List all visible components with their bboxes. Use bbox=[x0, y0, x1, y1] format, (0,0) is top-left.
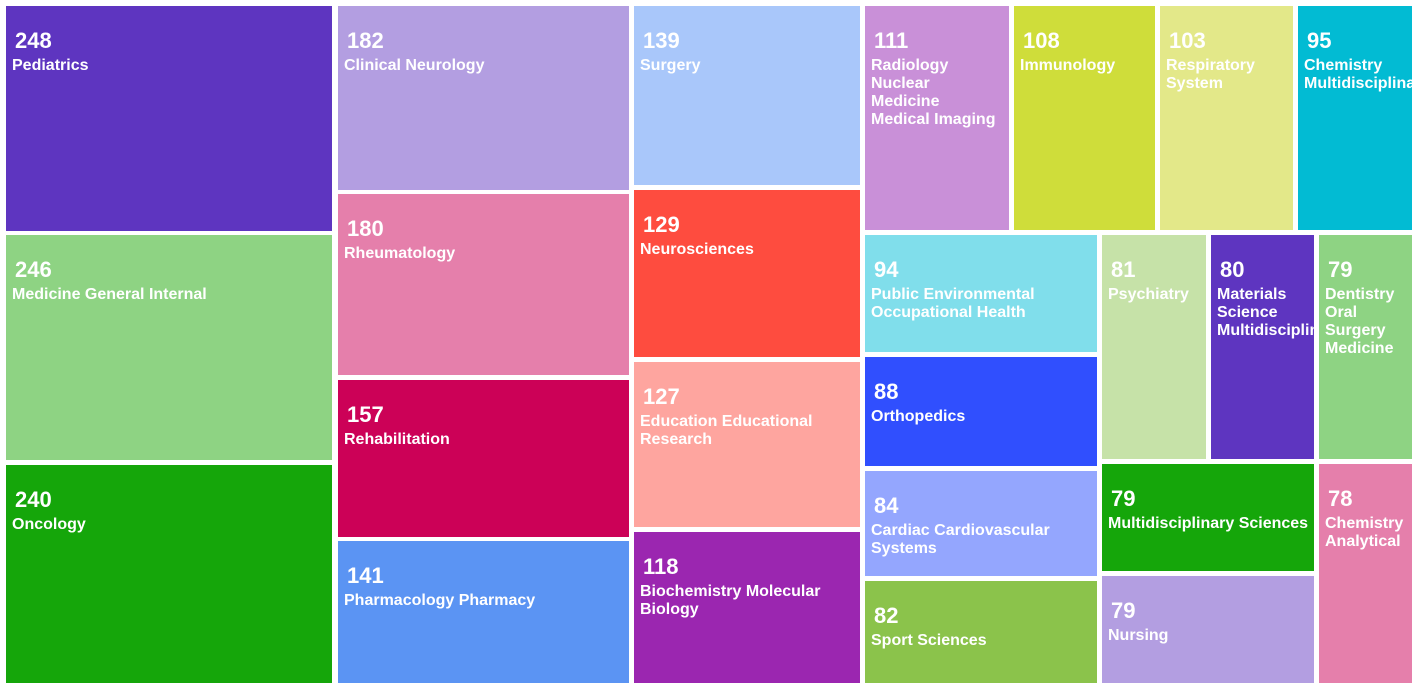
tile-label: Chemistry Multidisciplinary bbox=[1304, 57, 1412, 92]
tile-value: 103 bbox=[1169, 28, 1206, 53]
treemap-tile[interactable]: 81 Psychiatry bbox=[1102, 235, 1206, 459]
treemap-tile[interactable]: 141 Pharmacology Pharmacy bbox=[338, 541, 629, 683]
tile-value: 88 bbox=[874, 379, 899, 404]
tile-value: 80 bbox=[1220, 257, 1245, 282]
tile-label: Pharmacology Pharmacy bbox=[344, 592, 536, 609]
tile-label: Clinical Neurology bbox=[344, 57, 485, 74]
treemap-tile[interactable]: 79 Multidisciplinary Sciences bbox=[1102, 464, 1314, 571]
treemap-tile[interactable]: 80 Materials Science Multidisciplinary bbox=[1211, 235, 1314, 459]
treemap-tile[interactable]: 88 Orthopedics bbox=[865, 357, 1097, 466]
tile-label: Chemistry Analytical bbox=[1325, 515, 1404, 550]
tile-value: 111 bbox=[874, 28, 909, 53]
tile-label: Rheumatology bbox=[344, 245, 456, 262]
tile-value: 129 bbox=[643, 212, 680, 237]
tile-label: Multidisciplinary Sciences bbox=[1108, 515, 1309, 532]
tile-label: Neurosciences bbox=[640, 241, 754, 258]
tile-value: 127 bbox=[643, 384, 680, 409]
tile-value: 180 bbox=[347, 216, 384, 241]
tile-value: 95 bbox=[1307, 28, 1332, 53]
tile-value: 141 bbox=[347, 563, 384, 588]
tile-label: Medicine General Internal bbox=[12, 286, 207, 303]
tile-value: 81 bbox=[1111, 257, 1136, 282]
tile-label: Psychiatry bbox=[1108, 286, 1189, 303]
tile-value: 79 bbox=[1111, 598, 1136, 623]
tile-value: 240 bbox=[15, 487, 52, 512]
treemap-tile[interactable]: 79 Nursing bbox=[1102, 576, 1314, 683]
tile-label: Immunology bbox=[1020, 57, 1116, 74]
treemap-tile[interactable]: 182 Clinical Neurology bbox=[338, 6, 629, 190]
tile-value: 118 bbox=[643, 554, 679, 579]
tile-label: Biochemistry Molecular Biology bbox=[640, 583, 821, 618]
tile-label: Respiratory System bbox=[1166, 57, 1255, 92]
tile-value: 248 bbox=[15, 28, 52, 53]
tile-label: Dentistry Oral Surgery Medicine bbox=[1325, 286, 1395, 357]
tile-value: 108 bbox=[1023, 28, 1060, 53]
tile-label: Cardiac Cardiovascular Systems bbox=[871, 522, 1050, 557]
tile-label: Materials Science Multidisciplinary bbox=[1217, 286, 1314, 339]
treemap-tile[interactable]: 118 Biochemistry Molecular Biology bbox=[634, 532, 860, 683]
tile-value: 79 bbox=[1328, 257, 1353, 282]
treemap-tile[interactable]: 79 Dentistry Oral Surgery Medicine bbox=[1319, 235, 1412, 459]
treemap-tile[interactable]: 127 Education Educational Research bbox=[634, 362, 860, 527]
treemap-tile[interactable]: 95 Chemistry Multidisciplinary bbox=[1298, 6, 1412, 230]
treemap-tile[interactable]: 248 Pediatrics bbox=[6, 6, 332, 231]
tile-label: Nursing bbox=[1108, 627, 1169, 644]
treemap-tile[interactable]: 246 Medicine General Internal bbox=[6, 235, 332, 460]
treemap-tile[interactable]: 180 Rheumatology bbox=[338, 194, 629, 375]
treemap-tile[interactable]: 103 Respiratory System bbox=[1160, 6, 1293, 230]
tile-value: 157 bbox=[347, 402, 384, 427]
tile-value: 79 bbox=[1111, 486, 1136, 511]
tile-label: Rehabilitation bbox=[344, 431, 450, 448]
tile-value: 139 bbox=[643, 28, 680, 53]
treemap-tile[interactable]: 94 Public Environmental Occupational Heal… bbox=[865, 235, 1097, 352]
treemap-tile[interactable]: 139 Surgery bbox=[634, 6, 860, 185]
tile-label: Pediatrics bbox=[12, 57, 89, 74]
tile-value: 94 bbox=[874, 257, 899, 282]
tile-label: Orthopedics bbox=[871, 408, 966, 425]
treemap-tile[interactable]: 82 Sport Sciences bbox=[865, 581, 1097, 683]
treemap-tile[interactable]: 108 Immunology bbox=[1014, 6, 1155, 230]
tile-label: Education Educational Research bbox=[640, 413, 813, 448]
treemap-tile[interactable]: 84 Cardiac Cardiovascular Systems bbox=[865, 471, 1097, 576]
treemap-tile[interactable]: 129 Neurosciences bbox=[634, 190, 860, 357]
tile-value: 78 bbox=[1328, 486, 1353, 511]
treemap-tile[interactable]: 111 Radiology Nuclear Medicine Medical Im… bbox=[865, 6, 1009, 230]
tile-label: Radiology Nuclear Medicine Medical Imagi… bbox=[871, 57, 996, 128]
tile-value: 82 bbox=[874, 603, 899, 628]
tile-label: Public Environmental Occupational Health bbox=[871, 286, 1035, 321]
tile-value: 84 bbox=[874, 493, 899, 518]
treemap-tile[interactable]: 157 Rehabilitation bbox=[338, 380, 629, 537]
tile-value: 246 bbox=[15, 257, 52, 282]
tile-label: Surgery bbox=[640, 57, 701, 74]
tile-label: Oncology bbox=[12, 516, 86, 533]
tile-label: Sport Sciences bbox=[871, 632, 987, 649]
treemap-tile[interactable]: 240 Oncology bbox=[6, 465, 332, 683]
tile-value: 182 bbox=[347, 28, 384, 53]
treemap-tile[interactable]: 78 Chemistry Analytical bbox=[1319, 464, 1412, 683]
